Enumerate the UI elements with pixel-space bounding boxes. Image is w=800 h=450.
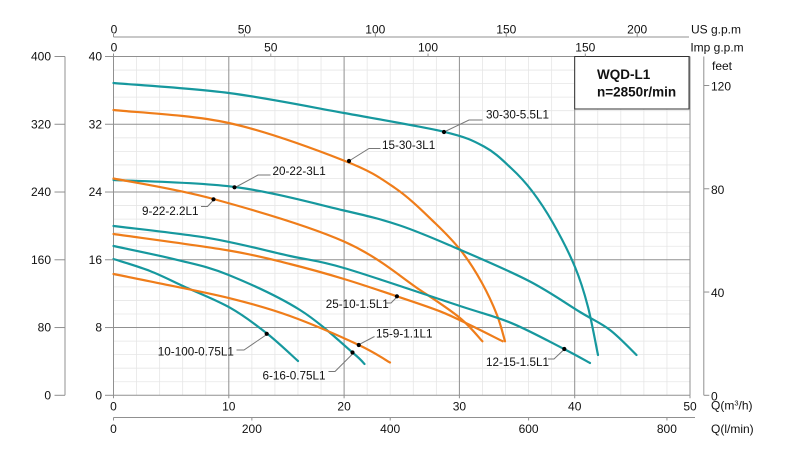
- svg-text:160: 160: [31, 253, 51, 267]
- svg-text:120: 120: [711, 80, 731, 94]
- svg-text:240: 240: [31, 185, 51, 199]
- svg-text:50: 50: [264, 41, 278, 55]
- svg-text:8: 8: [95, 321, 102, 335]
- svg-text:200: 200: [627, 23, 647, 37]
- svg-text:600: 600: [519, 422, 539, 436]
- svg-text:6-16-0.75L1: 6-16-0.75L1: [263, 370, 326, 383]
- svg-text:0: 0: [111, 23, 118, 37]
- svg-text:9-22-2.2L1: 9-22-2.2L1: [142, 205, 199, 218]
- svg-text:Q(l/min): Q(l/min): [711, 422, 754, 436]
- svg-text:80: 80: [38, 321, 52, 335]
- svg-text:0: 0: [111, 41, 118, 55]
- svg-text:30-30-5.5L1: 30-30-5.5L1: [486, 109, 549, 122]
- svg-text:15-9-1.1L1: 15-9-1.1L1: [376, 328, 433, 341]
- svg-text:0: 0: [44, 389, 51, 403]
- svg-text:800: 800: [657, 422, 677, 436]
- svg-text:400: 400: [31, 50, 51, 64]
- svg-text:80: 80: [711, 183, 725, 197]
- svg-text:32: 32: [89, 118, 103, 132]
- svg-text:24: 24: [89, 185, 103, 199]
- svg-text:16: 16: [89, 253, 103, 267]
- svg-text:30: 30: [453, 400, 467, 414]
- svg-text:150: 150: [496, 23, 516, 37]
- svg-text:US g.p.m: US g.p.m: [691, 23, 741, 37]
- svg-text:0: 0: [110, 400, 117, 414]
- svg-text:50: 50: [238, 23, 252, 37]
- svg-text:100: 100: [418, 41, 438, 55]
- svg-text:feet: feet: [712, 59, 733, 73]
- svg-text:WQD-L1: WQD-L1: [597, 67, 651, 82]
- svg-text:320: 320: [31, 118, 51, 132]
- svg-text:12-15-1.5L1: 12-15-1.5L1: [486, 356, 549, 369]
- svg-text:15-30-3L1: 15-30-3L1: [382, 139, 435, 152]
- svg-text:25-10-1.5L1: 25-10-1.5L1: [326, 298, 389, 311]
- svg-text:200: 200: [242, 422, 262, 436]
- svg-text:40: 40: [568, 400, 582, 414]
- svg-text:Q(m3/h): Q(m3/h): [711, 399, 753, 413]
- svg-text:Imp g.p.m: Imp g.p.m: [690, 41, 743, 55]
- svg-text:400: 400: [380, 422, 400, 436]
- svg-text:n=2850r/min: n=2850r/min: [597, 85, 676, 100]
- svg-text:0: 0: [711, 390, 718, 404]
- svg-text:20-22-3L1: 20-22-3L1: [273, 165, 326, 178]
- svg-text:150: 150: [575, 41, 595, 55]
- svg-text:20: 20: [337, 400, 351, 414]
- svg-text:40: 40: [711, 286, 725, 300]
- svg-text:0: 0: [110, 422, 117, 436]
- svg-text:0: 0: [95, 389, 102, 403]
- svg-text:10-100-0.75L1: 10-100-0.75L1: [158, 346, 234, 359]
- svg-text:10: 10: [222, 400, 236, 414]
- svg-text:50: 50: [683, 400, 697, 414]
- svg-text:40: 40: [89, 50, 103, 64]
- svg-text:100: 100: [365, 23, 385, 37]
